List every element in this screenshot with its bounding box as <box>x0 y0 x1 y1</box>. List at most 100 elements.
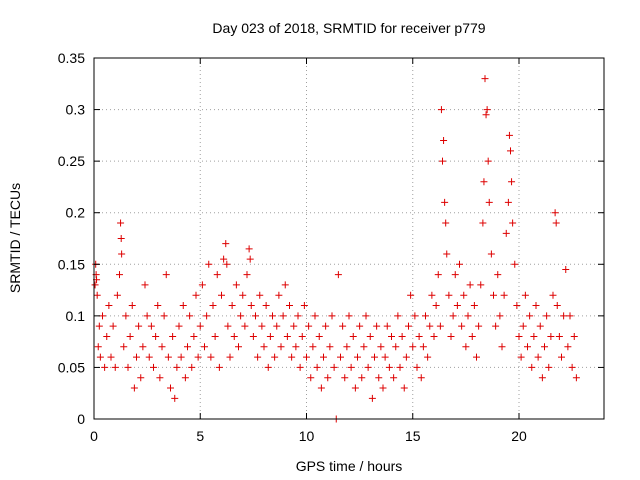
data-point <box>300 302 308 310</box>
data-point <box>483 106 491 114</box>
data-point <box>105 302 113 310</box>
data-point <box>290 322 298 330</box>
data-point <box>466 281 474 289</box>
data-point <box>566 312 574 320</box>
data-point <box>558 353 565 361</box>
data-point <box>220 255 228 263</box>
data-point <box>158 343 166 351</box>
data-point <box>133 353 140 361</box>
data-point <box>536 322 544 330</box>
data-point <box>460 291 468 299</box>
data-point <box>247 302 255 310</box>
data-point <box>169 332 177 340</box>
data-point <box>494 271 502 279</box>
y-axis-label: SRMTID / TECUs <box>7 183 23 293</box>
data-point <box>273 322 281 330</box>
data-point <box>407 291 415 299</box>
data-point <box>150 363 157 371</box>
data-point <box>101 363 109 371</box>
y-tick-label: 0.1 <box>66 308 86 324</box>
y-tick-label: 0 <box>77 411 85 427</box>
data-point <box>443 250 451 258</box>
data-point <box>552 219 560 227</box>
chart-title: Day 023 of 2018, SRMTID for receiver p77… <box>212 20 485 36</box>
data-point <box>481 75 489 83</box>
data-point <box>560 312 568 320</box>
data-point <box>436 322 444 330</box>
data-point <box>228 302 236 310</box>
data-point <box>434 271 442 279</box>
data-point <box>419 343 427 351</box>
data-point <box>354 353 361 361</box>
data-point <box>504 198 512 206</box>
data-point <box>143 312 151 320</box>
data-point <box>209 302 217 310</box>
data-point <box>366 332 374 340</box>
data-point <box>505 131 513 139</box>
y-tick-label: 0.15 <box>58 256 85 272</box>
data-point <box>198 281 206 289</box>
data-point <box>441 198 449 206</box>
data-point <box>445 291 453 299</box>
data-point <box>547 332 555 340</box>
data-point <box>381 353 389 361</box>
data-point <box>358 374 366 382</box>
data-point <box>141 281 149 289</box>
data-point <box>91 281 99 289</box>
data-point <box>311 312 319 320</box>
data-point <box>360 343 368 351</box>
data-point <box>177 353 185 361</box>
data-point <box>320 353 327 361</box>
data-point <box>205 260 213 268</box>
data-point <box>422 312 429 320</box>
data-point <box>196 322 204 330</box>
data-point <box>479 219 487 227</box>
data-point <box>117 235 125 242</box>
data-point <box>315 332 323 340</box>
data-point <box>324 374 332 382</box>
data-point <box>405 322 412 330</box>
data-point <box>530 332 538 340</box>
data-point <box>507 147 514 155</box>
data-point <box>135 322 143 330</box>
data-point <box>232 281 240 289</box>
data-point <box>402 353 410 361</box>
data-point <box>307 374 315 382</box>
data-point <box>351 384 359 392</box>
y-tick-label: 0.25 <box>58 153 85 169</box>
data-point <box>572 374 580 382</box>
x-axis-label: GPS time / hours <box>296 458 403 474</box>
data-point <box>184 343 191 351</box>
data-point <box>179 302 187 310</box>
data-point <box>534 353 542 361</box>
data-point <box>447 332 455 340</box>
data-point <box>345 312 353 320</box>
data-point <box>258 322 266 330</box>
data-point <box>283 332 291 340</box>
data-point <box>396 363 404 371</box>
data-point <box>222 240 230 248</box>
data-point <box>164 353 172 361</box>
data-point <box>449 312 457 320</box>
data-point <box>305 322 313 330</box>
data-point <box>122 312 130 320</box>
data-point <box>147 322 155 330</box>
data-point <box>517 353 525 361</box>
data-point <box>555 332 563 340</box>
data-point <box>411 312 419 320</box>
y-tick-label: 0.05 <box>58 359 85 375</box>
data-point <box>541 343 548 351</box>
y-tick-label: 0.3 <box>66 102 86 118</box>
data-point <box>375 374 383 382</box>
data-point <box>192 291 200 299</box>
data-point <box>288 353 296 361</box>
data-point <box>145 353 153 361</box>
data-point <box>409 343 417 351</box>
data-point <box>107 353 115 361</box>
data-point <box>339 322 347 330</box>
data-point <box>118 250 126 258</box>
data-point <box>464 312 472 320</box>
data-point <box>473 353 480 361</box>
data-point <box>281 281 289 289</box>
y-tick-label: 0.2 <box>66 205 86 221</box>
